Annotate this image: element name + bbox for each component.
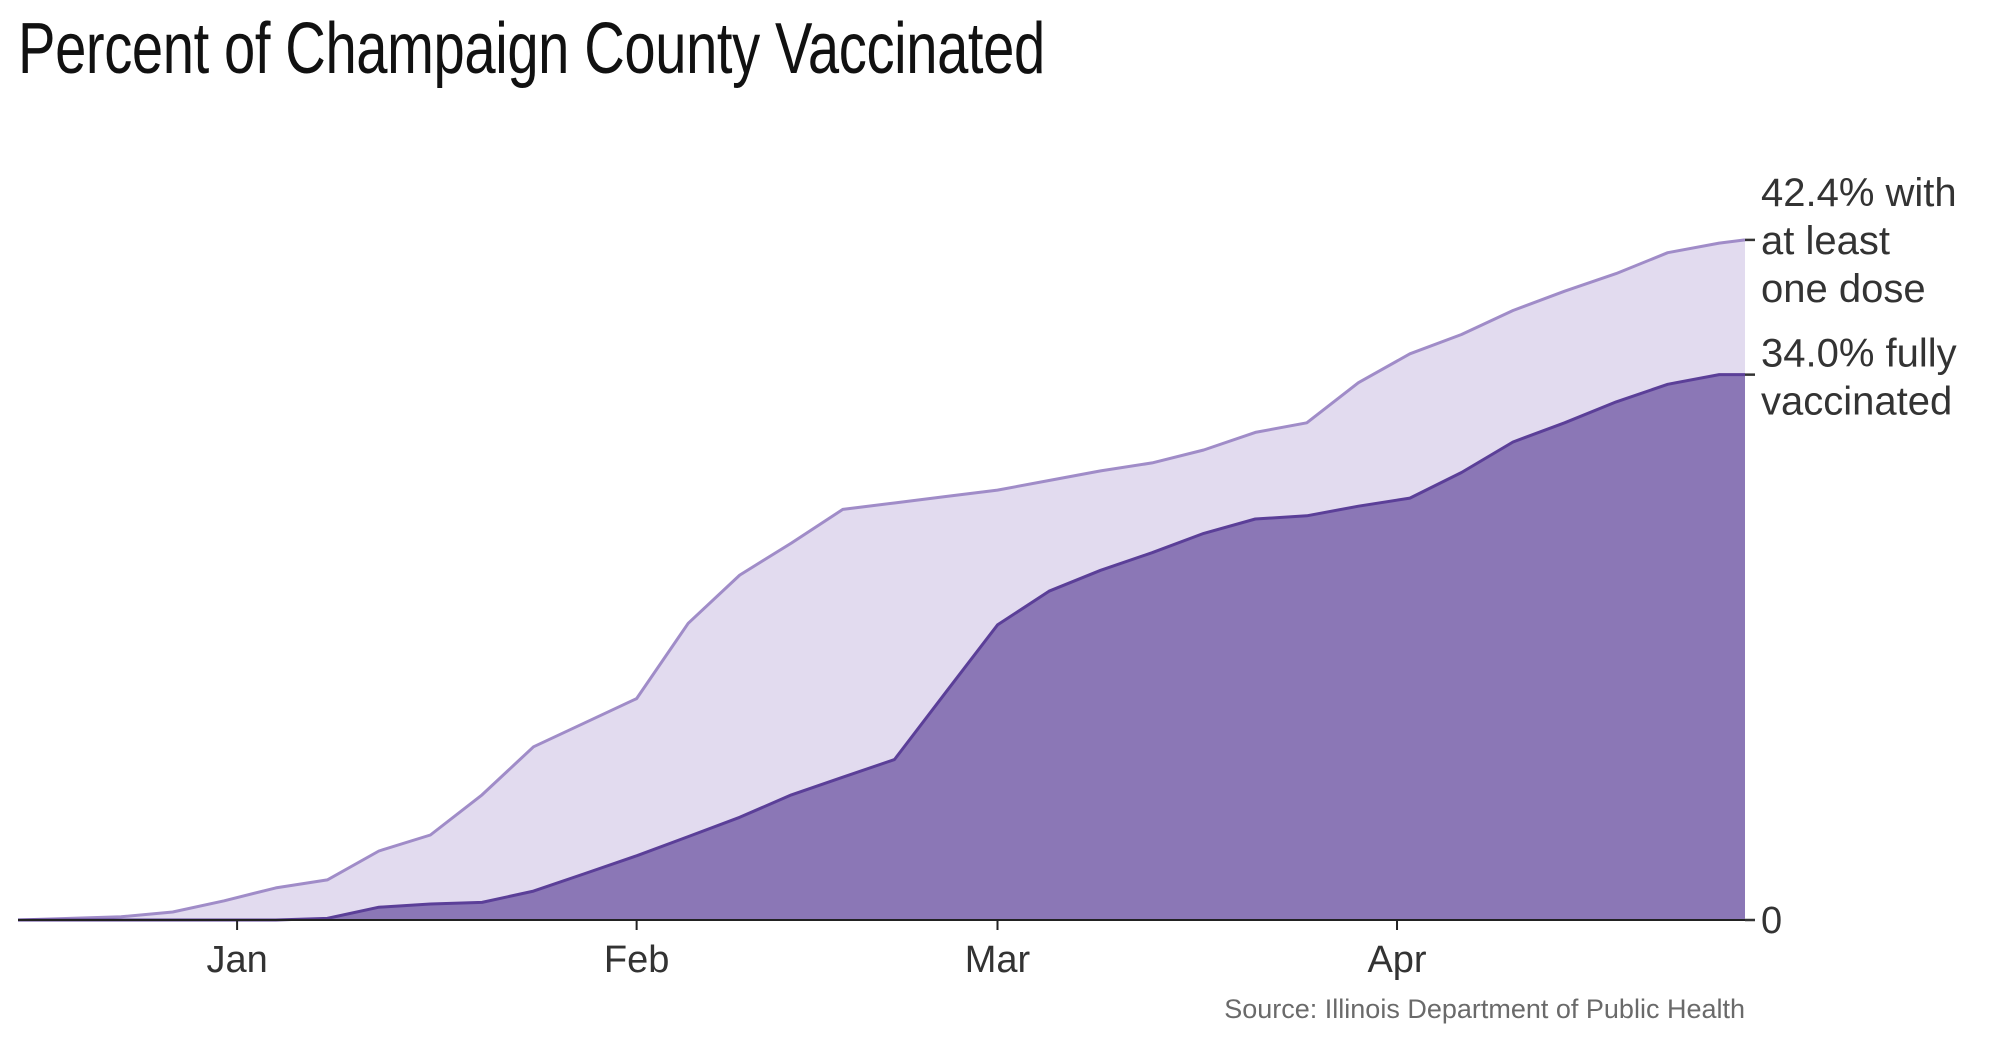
area-layer [17, 238, 1755, 922]
fully-vaccinated-label-line-1: 34.0% fully [1761, 332, 1957, 376]
one-dose-label-line-3: one dose [1761, 267, 1926, 311]
one-dose-line [17, 238, 1746, 922]
series-end-labels: 42.4% with at least one dose 34.0% fully… [1761, 171, 1957, 424]
x-tick-label-mar: Mar [965, 939, 1031, 981]
one-dose-label-line-1: 42.4% with [1761, 171, 1957, 215]
one-dose-label-line-2: at least [1761, 219, 1890, 263]
source-note: Source: Illinois Department of Public He… [1224, 994, 1745, 1024]
axis-layer: Jan Feb Mar Apr 0 [18, 900, 1782, 981]
fully-vaccinated-label-line-2: vaccinated [1761, 380, 1952, 424]
chart-title: Percent of Champaign County Vaccinated [18, 9, 1045, 89]
x-tick-label-jan: Jan [206, 939, 267, 981]
x-tick-label-apr: Apr [1367, 939, 1426, 981]
x-tick-label-feb: Feb [604, 939, 669, 981]
fully-vaccinated-area [18, 374, 1745, 921]
fully-vaccinated-line [18, 373, 1745, 922]
y-tick-label-zero: 0 [1761, 900, 1782, 942]
